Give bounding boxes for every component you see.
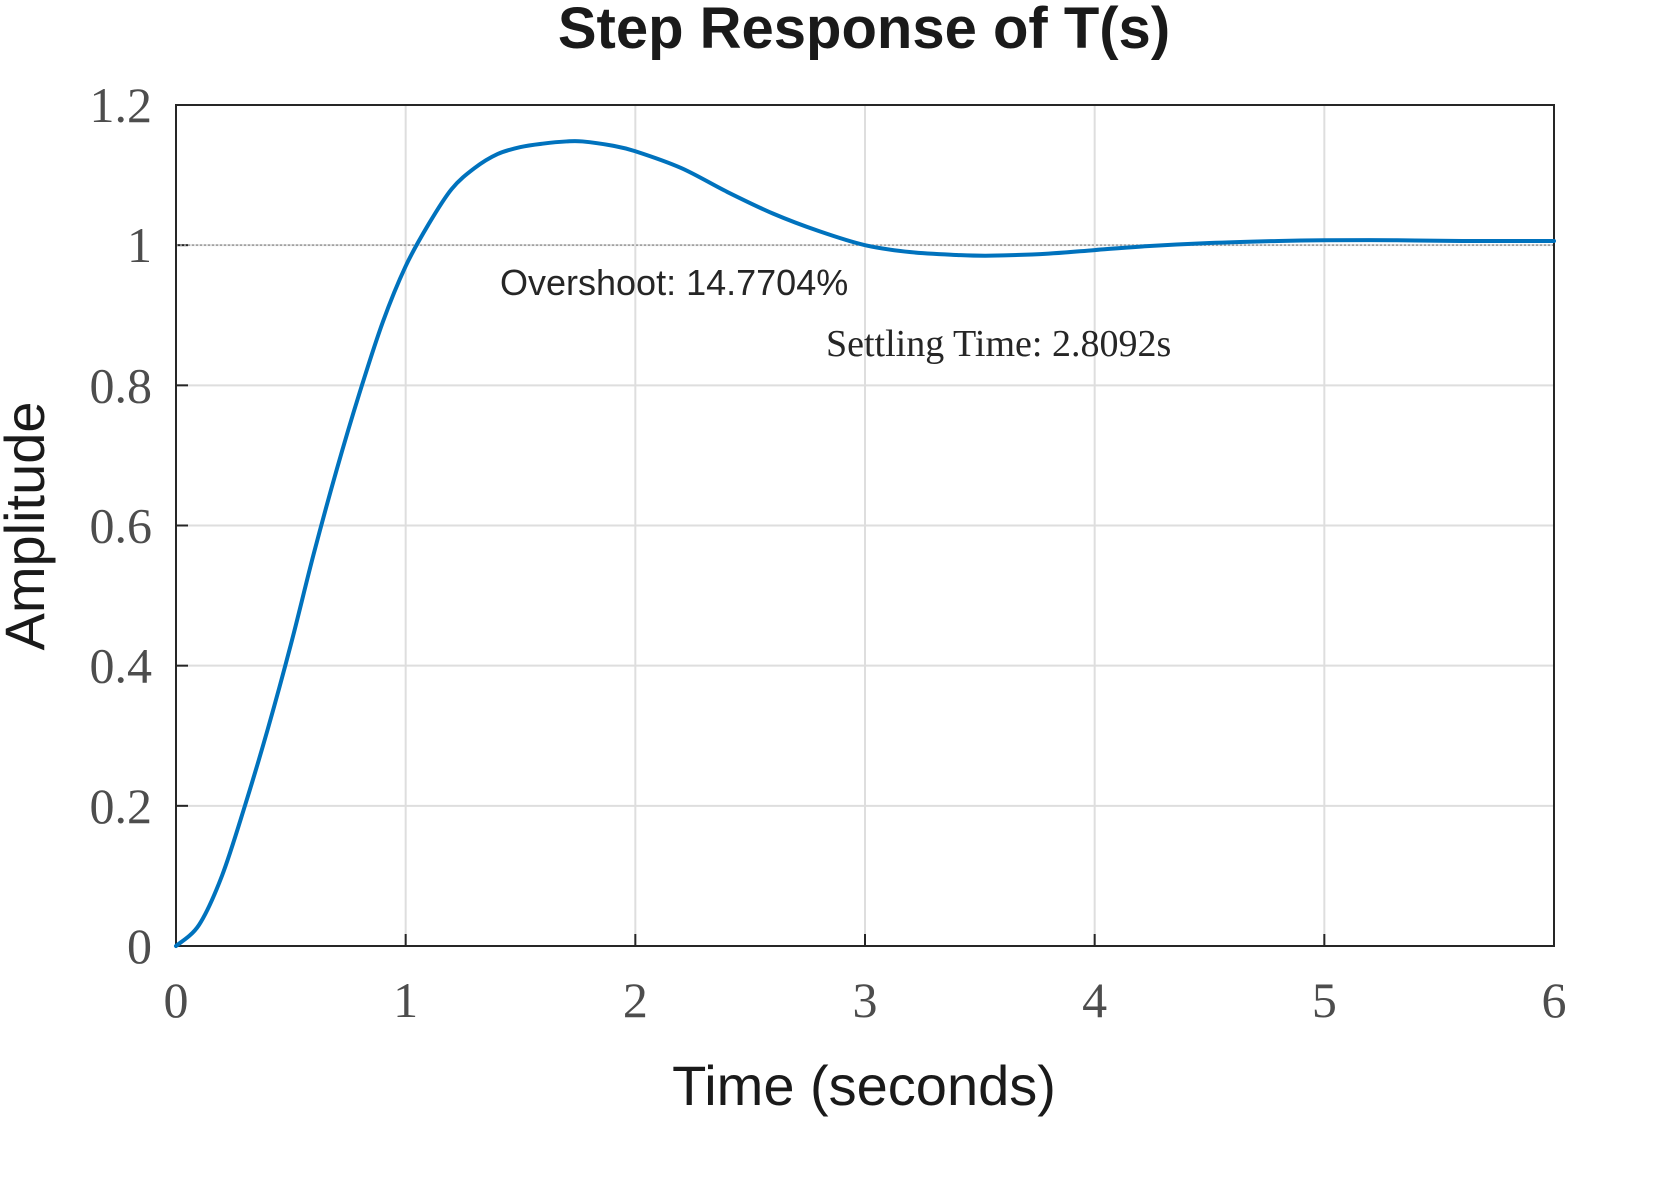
y-tick-label: 0.8 (90, 357, 153, 413)
chart-title: Step Response of T(s) (558, 0, 1170, 61)
overshoot-annotation: Overshoot: 14.7704% (500, 262, 848, 303)
series-line (174, 139, 1556, 948)
y-tick-label: 0.6 (90, 498, 153, 554)
settling-time-annotation: Settling Time: 2.8092s (826, 323, 1171, 365)
x-tick-label: 2 (623, 972, 648, 1028)
x-axis-label: Time (seconds) (672, 1054, 1056, 1117)
y-tick-label: 0.2 (90, 778, 153, 834)
y-tick-label: 1 (127, 217, 152, 273)
x-tick-label: 0 (164, 972, 189, 1028)
x-tick-label: 4 (1082, 972, 1107, 1028)
x-tick-labels: 0 1 2 3 4 5 6 (164, 972, 1567, 1028)
x-tick-label: 6 (1542, 972, 1567, 1028)
y-axis-label: Amplitude (0, 401, 56, 650)
x-tick-label: 5 (1312, 972, 1337, 1028)
y-tick-label: 0 (127, 918, 152, 974)
x-tick-label: 1 (393, 972, 418, 1028)
y-tick-label: 0.4 (90, 638, 153, 694)
plot-area-border (175, 104, 1555, 947)
y-tick-labels: 0 0.2 0.4 0.6 0.8 1 1.2 (90, 77, 153, 974)
grid-lines (175, 104, 1555, 947)
y-tick-label: 1.2 (90, 77, 153, 133)
x-tick-label: 3 (853, 972, 878, 1028)
